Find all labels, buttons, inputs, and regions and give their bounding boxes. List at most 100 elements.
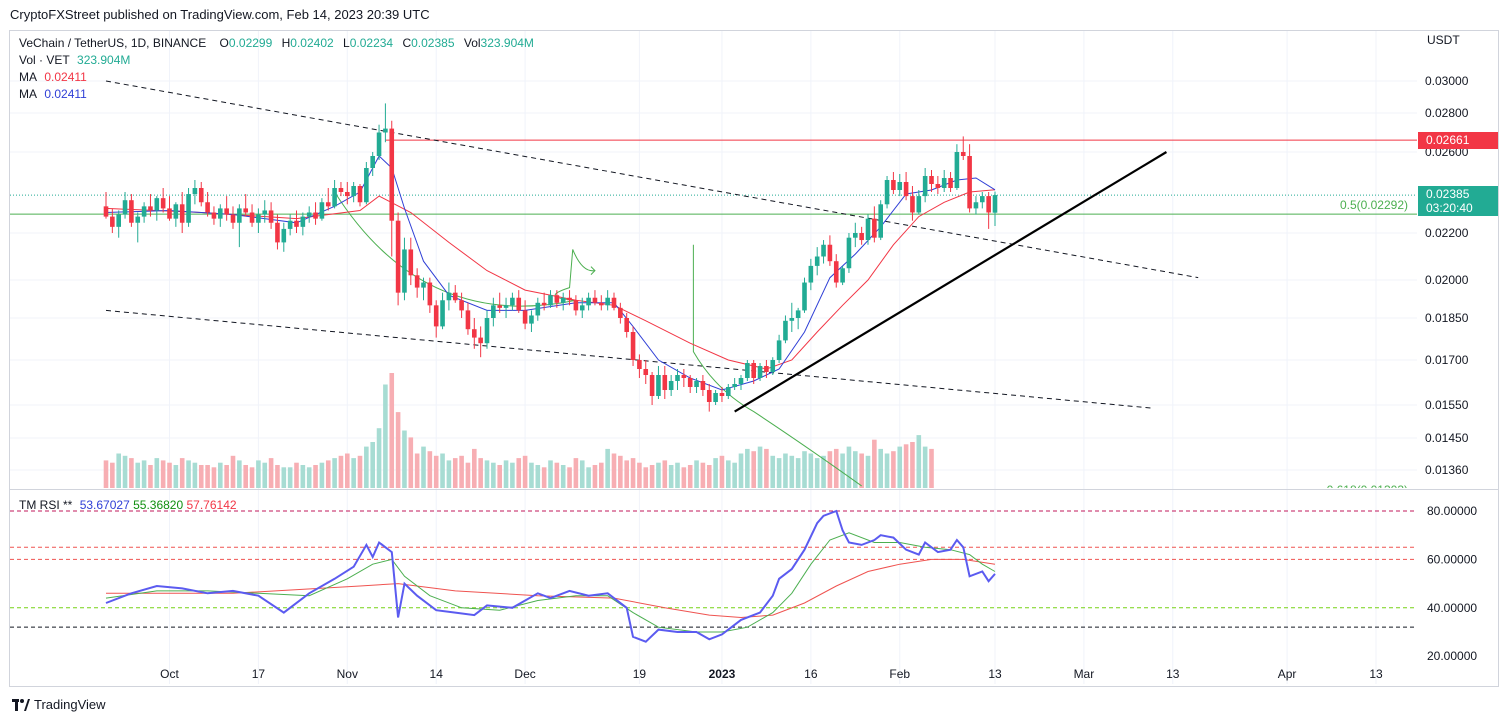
volume-bar — [395, 412, 401, 488]
volume-bar — [319, 462, 325, 488]
close-value: 0.02385 — [411, 36, 455, 50]
volume-bar — [427, 451, 433, 488]
volume-bar — [567, 467, 572, 488]
volume-bar — [548, 460, 553, 488]
volume-bar — [306, 467, 312, 488]
candle-body — [745, 363, 750, 378]
candle-body — [243, 208, 248, 213]
volume-bar — [681, 467, 687, 488]
candle-body — [465, 310, 471, 330]
ma-slow-legend[interactable]: MA 0.02411 — [19, 70, 87, 84]
last-price-value: 0.02385 — [1426, 187, 1470, 201]
candle-body — [402, 249, 407, 293]
published-header: CryptoFXStreet published on TradingView.… — [10, 7, 430, 22]
time-axis-label: 2023 — [709, 667, 736, 681]
candle-body — [484, 318, 490, 344]
candle-body — [649, 375, 655, 396]
time-axis-label: 14 — [430, 667, 444, 681]
volume-bar — [465, 462, 471, 488]
candle-body — [179, 204, 185, 223]
volume-bar — [605, 448, 610, 488]
candle-body — [186, 194, 191, 223]
candle-body — [853, 233, 858, 238]
volume-bar — [243, 465, 248, 488]
time-axis-label: 13 — [988, 667, 1002, 681]
candle-body — [376, 132, 382, 156]
volume-legend[interactable]: Vol · VET 323.904M — [19, 53, 130, 67]
candle-body — [941, 178, 947, 188]
volume-bar — [535, 465, 541, 488]
candle-body — [668, 381, 674, 390]
candle-body — [980, 196, 985, 203]
candle-body — [865, 218, 871, 241]
volume-bar — [529, 462, 534, 488]
candle-body — [459, 300, 464, 311]
volume-bar — [713, 458, 718, 488]
volume-bar — [630, 458, 636, 488]
volume-bar — [732, 462, 737, 488]
candle-body — [370, 156, 375, 168]
candle-body — [160, 198, 166, 209]
volume-bar — [649, 465, 655, 488]
volume-bar — [522, 455, 528, 488]
volume-bar — [586, 467, 591, 488]
volume-bar — [668, 465, 674, 488]
volume-bar — [859, 453, 864, 488]
candle-body — [713, 393, 718, 402]
volume-bar — [865, 455, 871, 488]
volume-bar — [192, 462, 198, 488]
candle-body — [129, 200, 134, 223]
candle-body — [427, 282, 433, 306]
candle-body — [357, 186, 363, 203]
candle-body — [122, 200, 128, 215]
candle-body — [954, 152, 960, 188]
volume-bar — [414, 453, 420, 488]
ma-fast-legend[interactable]: MA 0.02411 — [19, 87, 87, 101]
volume-bar — [726, 460, 731, 488]
candle-body — [256, 214, 261, 223]
rsi-pane — [10, 509, 1417, 643]
footer-brand[interactable]: TradingView — [12, 697, 106, 712]
candle-body — [281, 228, 287, 243]
candle-body — [554, 295, 560, 303]
volume-bar — [789, 455, 795, 488]
candle-body — [440, 300, 445, 327]
volume-bar — [694, 460, 699, 488]
volume-bar — [478, 458, 483, 488]
candle-body — [313, 212, 318, 219]
volume-bar — [294, 462, 299, 488]
price-axis-label: 0.02800 — [1425, 106, 1469, 120]
rsi-legend[interactable]: TM RSI ** 53.67027 55.36820 57.76142 — [19, 498, 237, 512]
volume-bar — [230, 455, 236, 488]
candle-body — [599, 302, 604, 306]
volume-bar — [472, 448, 477, 488]
rsi-axis-label: 60.00000 — [1427, 552, 1477, 566]
volume-bar — [592, 465, 598, 488]
candle-body — [110, 216, 115, 227]
volume-bar — [173, 465, 179, 488]
lower-trendline — [105, 309, 1154, 409]
candle-body — [300, 216, 306, 227]
rsi-legend-label: TM RSI ** — [19, 498, 73, 512]
volume-bar — [338, 455, 344, 488]
green-curve-drawing — [692, 244, 862, 487]
candle-body — [338, 188, 344, 192]
time-axis-label: 13 — [1166, 667, 1180, 681]
volume-bar — [440, 453, 445, 488]
candle-body — [567, 297, 572, 301]
volume-bar — [110, 462, 115, 488]
time-axis-label: 19 — [633, 667, 647, 681]
candle-body — [249, 212, 255, 223]
volume-bar — [389, 373, 395, 488]
volume-bar — [662, 460, 668, 488]
rsi-axis-label: 40.00000 — [1427, 601, 1477, 615]
candle-body — [491, 305, 496, 318]
candle-body — [751, 363, 756, 378]
price-axis-label: 0.02000 — [1425, 273, 1469, 287]
candle-body — [789, 318, 795, 321]
candle-body — [764, 366, 769, 372]
bar-countdown: 03:20:40 — [1426, 201, 1473, 215]
symbol-legend[interactable]: VeChain / TetherUS, 1D, BINANCE O0.02299… — [19, 36, 534, 50]
volume-bar — [179, 458, 185, 488]
